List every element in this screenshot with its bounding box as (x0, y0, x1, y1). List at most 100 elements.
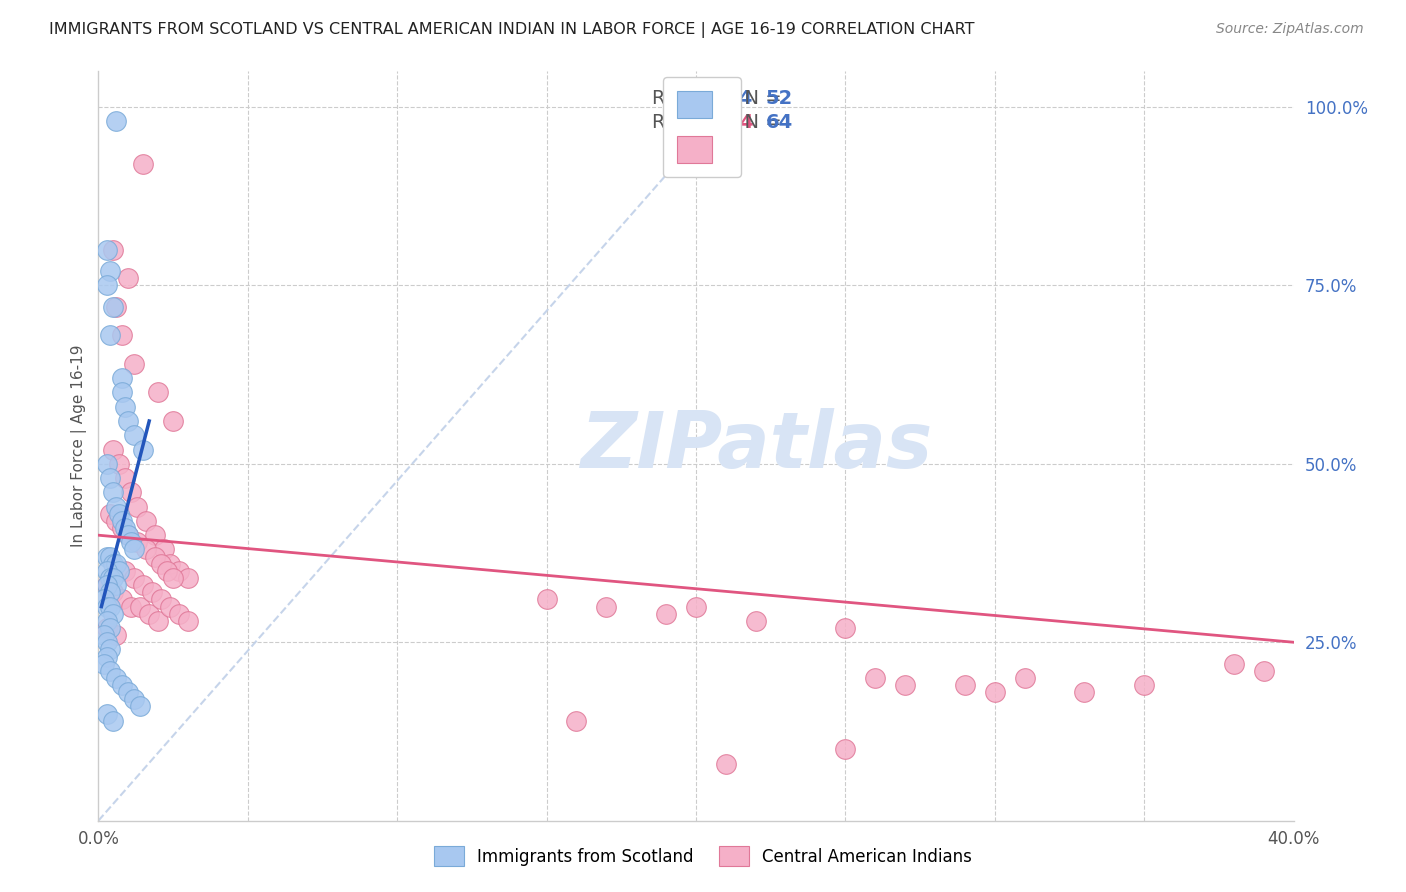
Point (1133, 678, 1156, 692)
Point (1014, 671, 1036, 685)
Point (156, 564, 179, 578)
Point (117, 271, 139, 285)
Point (117, 528, 139, 542)
Point (834, 742, 856, 756)
Point (167, 607, 190, 621)
Point (127, 500, 149, 514)
Point (135, 514, 157, 528)
Point (834, 621, 856, 635)
Point (150, 592, 173, 607)
Point (111, 371, 134, 385)
Text: 0.284: 0.284 (685, 88, 752, 108)
Point (714, 756, 737, 771)
Text: N =: N = (733, 88, 787, 108)
Point (536, 592, 558, 607)
Point (103, 571, 125, 585)
Point (105, 114, 128, 128)
Point (96, 564, 118, 578)
Y-axis label: In Labor Force | Age 16-19: In Labor Force | Age 16-19 (72, 344, 87, 548)
Point (132, 442, 155, 457)
Legend: Immigrants from Scotland, Central American Indians: Immigrants from Scotland, Central Americ… (426, 838, 980, 875)
Point (98, 642, 122, 657)
Point (124, 692, 146, 706)
Point (98, 264, 122, 278)
Point (105, 578, 128, 592)
Point (655, 607, 678, 621)
Point (96, 457, 118, 471)
Point (135, 542, 157, 557)
Point (132, 578, 155, 592)
Point (96, 243, 118, 257)
Point (103, 442, 125, 457)
Point (148, 614, 170, 628)
Point (103, 714, 125, 728)
Point (93, 657, 115, 671)
Point (1253, 664, 1275, 678)
Point (150, 557, 173, 571)
Point (894, 678, 917, 692)
Point (117, 414, 139, 428)
Point (143, 549, 166, 564)
Point (103, 585, 125, 599)
Point (143, 528, 166, 542)
Point (177, 614, 200, 628)
Point (124, 357, 146, 371)
Point (93, 592, 115, 607)
Point (138, 607, 160, 621)
Point (120, 485, 142, 500)
Point (111, 514, 134, 528)
Point (153, 542, 176, 557)
Point (159, 599, 181, 614)
Point (98, 328, 122, 343)
Point (111, 385, 134, 400)
Point (98, 549, 122, 564)
Point (96, 621, 118, 635)
Point (117, 685, 139, 699)
Point (105, 500, 128, 514)
Point (111, 678, 134, 692)
Point (162, 571, 184, 585)
Point (111, 592, 134, 607)
Point (124, 542, 146, 557)
Point (865, 671, 887, 685)
Point (108, 507, 131, 521)
Point (103, 557, 125, 571)
Point (111, 328, 134, 343)
Point (98, 571, 122, 585)
Text: Source: ZipAtlas.com: Source: ZipAtlas.com (1216, 22, 1364, 37)
Point (114, 471, 136, 485)
Point (105, 300, 128, 314)
Point (141, 585, 163, 599)
Point (105, 514, 128, 528)
Point (98, 585, 122, 599)
Point (96, 278, 118, 293)
Point (96, 599, 118, 614)
Point (162, 414, 184, 428)
Text: 64: 64 (765, 112, 793, 132)
Point (124, 571, 146, 585)
Point (96, 578, 118, 592)
Point (595, 599, 617, 614)
Text: IMMIGRANTS FROM SCOTLAND VS CENTRAL AMERICAN INDIAN IN LABOR FORCE | AGE 16-19 C: IMMIGRANTS FROM SCOTLAND VS CENTRAL AMER… (49, 22, 974, 38)
Point (98, 599, 122, 614)
Point (111, 521, 134, 535)
Point (98, 471, 122, 485)
Point (105, 671, 128, 685)
Point (108, 564, 131, 578)
Point (132, 157, 155, 171)
Point (96, 578, 118, 592)
Point (565, 714, 588, 728)
Point (103, 300, 125, 314)
Point (159, 557, 181, 571)
Point (98, 621, 122, 635)
Text: N =: N = (733, 112, 787, 132)
Point (1223, 657, 1246, 671)
Point (148, 385, 170, 400)
Point (129, 699, 152, 714)
Point (124, 428, 146, 442)
Point (96, 649, 118, 664)
Point (117, 528, 139, 542)
Point (93, 628, 115, 642)
Text: R =: R = (652, 88, 695, 108)
Point (114, 521, 136, 535)
